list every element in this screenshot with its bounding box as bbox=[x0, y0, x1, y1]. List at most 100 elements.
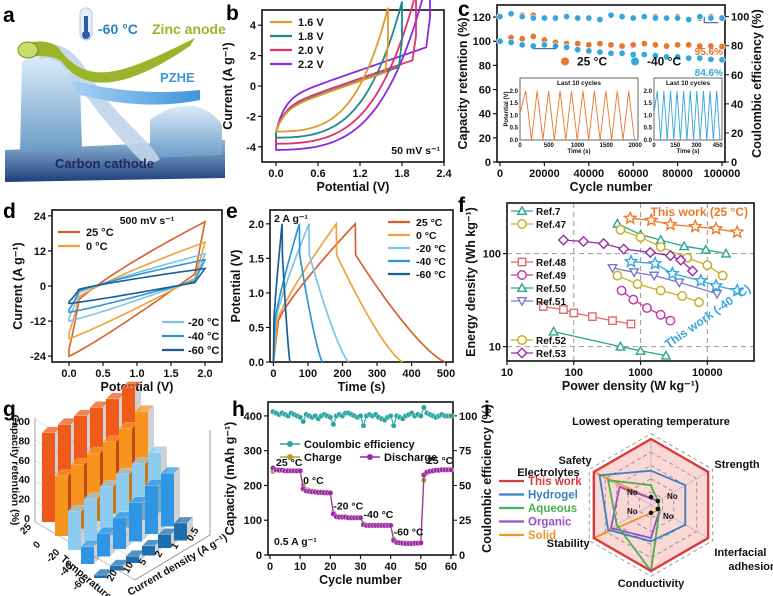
z-axis-label: Capacity retention (%) bbox=[9, 415, 21, 526]
cv-curve-1.6 V bbox=[274, 7, 389, 133]
y-tick-label: 0.5 bbox=[249, 322, 264, 334]
point-Coulombic efficiency bbox=[300, 418, 307, 425]
current-tick-label: 10 bbox=[121, 560, 136, 576]
zinc-roll bbox=[17, 41, 39, 59]
inset-x-tick-label: 300 bbox=[691, 143, 702, 149]
inset-y-tick-label: 1.5 bbox=[510, 101, 519, 107]
legend-label: Ref.50 bbox=[536, 284, 566, 295]
marker-diamond bbox=[597, 237, 610, 250]
marker-star bbox=[687, 218, 703, 234]
marker-circle bbox=[612, 270, 623, 281]
legend-label: 1.8 V bbox=[298, 31, 324, 43]
panel-a-illustration: -60 °C Zinc anode PZHE Carbon cathode bbox=[5, 7, 226, 182]
pzhe-electrolyte bbox=[70, 80, 200, 105]
point-Discharge bbox=[448, 466, 454, 473]
legend-label: This work bbox=[528, 476, 582, 488]
bar-front bbox=[110, 565, 123, 571]
marker-circle bbox=[677, 291, 688, 301]
ce-point bbox=[674, 14, 682, 22]
marker-diamond bbox=[644, 246, 656, 259]
marker-triangle-down bbox=[628, 268, 640, 278]
retention-point bbox=[640, 40, 648, 48]
temperature-label: 25 °C bbox=[276, 457, 303, 469]
x-tick-label: 2.4 bbox=[436, 168, 452, 180]
retention-point bbox=[607, 41, 615, 49]
retention-point bbox=[651, 52, 659, 60]
legend-label: Ref.47 bbox=[536, 220, 566, 231]
y-tick-label: 300 bbox=[244, 446, 262, 458]
legend-marker bbox=[287, 454, 293, 460]
current-density-annotation: 2 A g⁻¹ bbox=[274, 213, 308, 225]
ce-point bbox=[496, 13, 504, 21]
separator-sheet bbox=[40, 44, 160, 165]
z-tick-label: 80 bbox=[18, 435, 30, 447]
bar-front bbox=[55, 475, 68, 536]
legend-label: Coulombic efficiency bbox=[304, 439, 416, 451]
inset-y-tick-label: 1.0 bbox=[510, 113, 519, 119]
retention-point bbox=[629, 51, 637, 59]
y-right-axis-label: Coulombic efficiency (%) bbox=[750, 9, 764, 158]
legend-label: Ref.49 bbox=[536, 271, 566, 282]
plot-frame bbox=[496, 4, 726, 163]
x-tick-label: 400 bbox=[402, 368, 420, 380]
zinc-anode bbox=[20, 38, 195, 83]
y-tick-label: 0 bbox=[485, 157, 491, 169]
series-This work (25 °C) bbox=[622, 210, 745, 239]
no-marker bbox=[655, 498, 661, 504]
ce-point bbox=[574, 14, 582, 22]
point-Coulombic efficiency bbox=[420, 404, 427, 411]
legend-label: -20 °C bbox=[416, 243, 446, 255]
inset-y-tick-label: 0.5 bbox=[644, 126, 653, 132]
ce-point bbox=[607, 11, 615, 19]
retention-point bbox=[674, 41, 682, 49]
marker-circle bbox=[517, 219, 527, 229]
x-tick-label: 10000 bbox=[692, 367, 723, 379]
axis-label: Lowest operating temperature bbox=[572, 416, 730, 428]
chart-d: 0.0 0.5 1.0 1.5 2.0 -24 -12 0 12 24 Potential (V) C… bbox=[11, 209, 223, 394]
inset-title: Last 10 cycles bbox=[666, 80, 710, 87]
legend-label: 2.0 V bbox=[298, 45, 324, 57]
marker-triangle bbox=[548, 325, 560, 336]
panel-label-g: g bbox=[3, 398, 16, 421]
y-right-tick-label: 0 bbox=[731, 157, 737, 169]
legend-label: -40 °C bbox=[188, 331, 219, 343]
point-Coulombic efficiency bbox=[327, 414, 334, 421]
current-tick-label: 5 bbox=[137, 557, 150, 568]
x-tick-label: 20000 bbox=[529, 168, 560, 180]
y-tick-label: 60 bbox=[479, 85, 491, 97]
gcd-curve-25 °C bbox=[272, 221, 446, 363]
pzhe-label: PZHE bbox=[160, 70, 195, 85]
marker-triangle-down bbox=[607, 263, 618, 274]
y-tick-label: 24 bbox=[34, 211, 47, 223]
legend-marker bbox=[287, 441, 293, 447]
marker-triangle bbox=[660, 349, 672, 360]
legend-marker bbox=[561, 57, 569, 66]
current-density-annotation: 0.5 A g⁻¹ bbox=[274, 536, 317, 548]
gcd-curve--40 °C bbox=[272, 223, 324, 363]
marker-hexagon bbox=[616, 285, 627, 296]
point-Coulombic efficiency bbox=[357, 413, 364, 419]
series-Ref.48 bbox=[538, 302, 636, 329]
inset-y-label: Potential (V) bbox=[504, 91, 510, 126]
y-tick-label: 20 bbox=[479, 133, 491, 145]
temperature-label: -60 °C bbox=[394, 526, 424, 538]
axis-label: Strength bbox=[714, 459, 760, 471]
gcd-curve--60 °C bbox=[272, 223, 291, 363]
inset-1: Last 10 cycles 0 500 1000 1500 2000 0.0 0.5 1.0 1… bbox=[504, 77, 642, 155]
retention-point bbox=[685, 41, 693, 49]
series-line bbox=[543, 305, 632, 325]
series-Ref.49 bbox=[616, 285, 676, 326]
marker-hexagon bbox=[665, 315, 676, 326]
y-right-tick-label: 75 bbox=[459, 446, 471, 458]
scan-rate-annotation: 50 mV s⁻¹ bbox=[391, 145, 440, 157]
marker-hexagon bbox=[628, 294, 639, 305]
x-tick-label: 10 bbox=[294, 561, 306, 573]
y-right-tick-label: 20 bbox=[731, 128, 743, 140]
marker-triangle bbox=[720, 247, 732, 258]
ce-point bbox=[629, 14, 637, 22]
series-Ref.53 bbox=[557, 234, 699, 277]
y-tick-label: -24 bbox=[30, 351, 47, 363]
y-tick-label: -4 bbox=[246, 142, 257, 154]
